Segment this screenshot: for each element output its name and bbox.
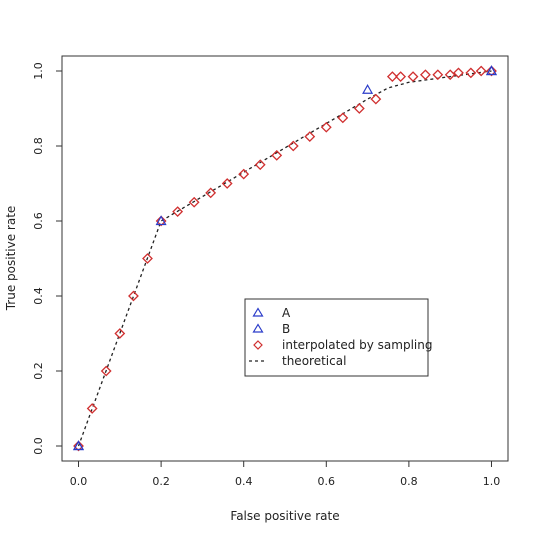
interpolated-point [142,253,153,264]
data-markers [72,65,498,452]
interpolated-point [155,215,167,227]
interpolated-point [444,69,456,81]
y-tick-label: 0.8 [32,137,45,155]
theoretical-line [77,70,492,447]
y-tick-label: 1.0 [32,62,45,80]
interpolated-point [114,328,126,339]
legend-label-theoretical: theoretical [282,354,346,368]
interpolated-point [486,65,497,77]
interpolated-point [370,93,382,105]
legend-marker-b [252,323,264,333]
interpolated-point [304,131,316,143]
y-tick-label: 0.0 [32,437,45,455]
interpolated-point [337,112,349,124]
interpolated-point [419,69,431,81]
plot-frame [61,55,509,462]
x-tick-label: 0.2 [152,475,170,488]
y-tick-label: 0.2 [32,362,45,380]
interpolated-point [465,67,477,79]
interpolated-point [188,196,200,208]
legend-label-interpolated: interpolated by sampling [282,338,432,352]
interpolated-point [432,69,444,81]
legend-label-a: A [282,306,291,320]
interpolated-point [320,121,332,133]
interpolated-point [395,71,407,83]
interpolated-point [238,168,250,180]
interpolated-point [453,67,464,79]
interpolated-point [221,178,233,189]
interpolated-point [407,71,419,83]
interpolated-point [475,65,487,77]
x-tick-label: 0.4 [235,475,253,488]
interpolated-point [205,187,217,199]
legend-label-b: B [282,322,290,336]
legend-marker-interpolated [253,340,263,350]
interpolated-point [128,290,139,302]
interpolated-point [271,149,283,161]
theoretical-curve [77,70,492,447]
point-b [485,65,498,76]
interpolated-point [254,159,266,171]
x-tick-label: 0.0 [70,475,88,488]
x-tick-label: 0.6 [318,475,336,488]
y-axis: 0.0 0.2 0.4 0.6 0.8 1.0 [32,62,62,455]
interpolated-point [353,103,365,114]
legend-box [244,298,429,377]
legend-marker-a [252,307,264,317]
point-b [362,84,374,94]
interpolated-point [73,440,84,452]
interpolated-point [386,71,398,83]
x-axis-title: False positive rate [230,509,339,523]
y-tick-label: 0.6 [32,212,45,230]
y-tick-label: 0.4 [32,287,45,305]
legend: A B interpolated by sampling theoretical [244,298,432,377]
x-axis: 0.0 0.2 0.4 0.6 0.8 1.0 [70,461,500,488]
x-tick-label: 1.0 [483,475,501,488]
interpolated-point [86,403,98,414]
interpolated-point [287,140,299,152]
interpolated-point [172,206,184,218]
point-a [155,215,167,226]
point-b [72,440,85,451]
interpolated-point [100,365,112,377]
x-tick-label: 0.8 [400,475,418,488]
y-axis-title: True positive rate [4,206,18,312]
